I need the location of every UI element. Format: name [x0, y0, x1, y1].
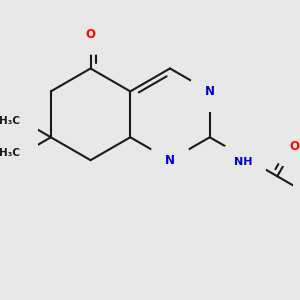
Text: N: N [165, 154, 175, 167]
Text: O: O [290, 140, 299, 153]
Text: O: O [85, 28, 96, 40]
Text: H₃C: H₃C [0, 148, 20, 158]
Text: N: N [205, 85, 215, 98]
Text: NH: NH [234, 157, 253, 167]
Text: H₃C: H₃C [0, 116, 20, 126]
